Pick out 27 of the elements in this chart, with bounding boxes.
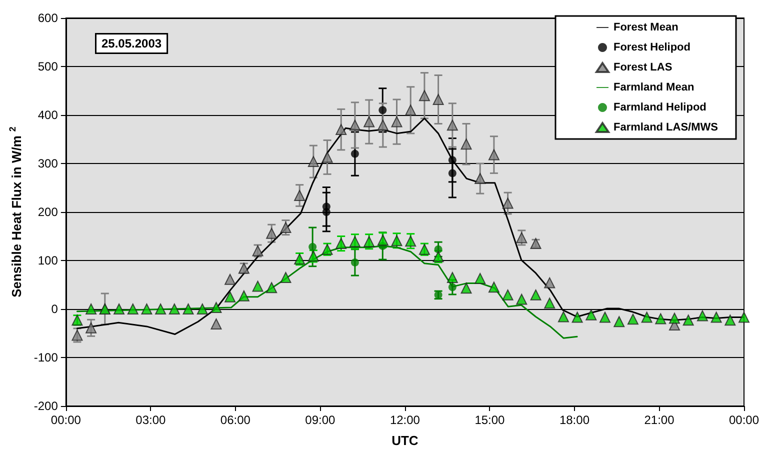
x-tick-label: 03:00 xyxy=(136,413,166,427)
x-tick-label: 21:00 xyxy=(644,413,675,427)
x-tick-label: 09:00 xyxy=(305,413,336,427)
x-tick-label: 18:00 xyxy=(559,413,590,427)
x-axis-title: UTC xyxy=(392,433,419,448)
y-tick-label: 600 xyxy=(38,11,58,25)
y-tick-label: 300 xyxy=(38,156,58,170)
y-tick-label: 200 xyxy=(38,205,58,219)
x-tick-label: 00:00 xyxy=(728,413,760,427)
y-tick-label: -100 xyxy=(34,350,58,364)
x-tick-label: 12:00 xyxy=(390,413,420,427)
y-tick-label: -200 xyxy=(34,399,58,413)
y-tick-label: 400 xyxy=(38,108,58,122)
x-tick-label: 15:00 xyxy=(474,413,506,427)
annotation: 25.05.2003 xyxy=(102,36,162,50)
y-axis-title: Sensible Heat Flux in W/m2 xyxy=(8,126,24,298)
y-tick-label: 0 xyxy=(51,302,58,316)
legend-label: Farmland Helipod xyxy=(613,102,706,114)
legend-label: Forest Mean xyxy=(613,22,679,34)
legend-label: Farmland LAS/MWS xyxy=(613,122,718,134)
legend-label: Farmland Mean xyxy=(613,82,694,94)
legend-label: Forest LAS xyxy=(613,62,672,74)
y-tick-label: 100 xyxy=(38,254,58,268)
x-tick-label: 06:00 xyxy=(220,413,251,427)
legend-label: Forest Helipod xyxy=(613,42,691,54)
x-tick-label: 00:00 xyxy=(50,413,82,427)
y-tick-label: 500 xyxy=(38,60,58,74)
